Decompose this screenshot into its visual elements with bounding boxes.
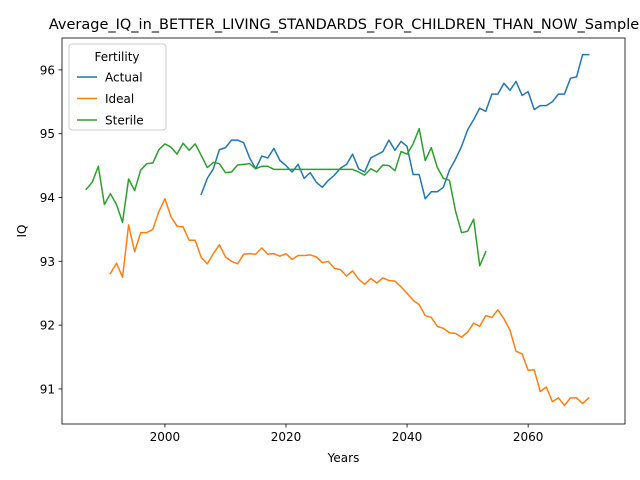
y-tick-label: 91 — [40, 382, 55, 396]
legend-box — [68, 43, 167, 131]
y-axis-ticks: 91 92 93 94 95 96 — [40, 63, 62, 396]
x-axis-label: Years — [327, 451, 360, 465]
series-line-actual — [200, 53, 590, 200]
x-tick-label: 2000 — [150, 430, 181, 444]
y-axis-label: IQ — [15, 225, 29, 238]
x-tick-label: 2020 — [271, 430, 302, 444]
legend: Fertility Actual Ideal Sterile — [68, 43, 167, 131]
plot-frame — [61, 37, 626, 425]
x-tick-label: 2040 — [392, 430, 423, 444]
series-lines — [85, 53, 590, 407]
series-line-sterile — [85, 127, 487, 267]
legend-label-actual: Actual — [105, 71, 143, 85]
chart-title: Average_IQ_in_BETTER_LIVING_STANDARDS_FO… — [49, 17, 639, 33]
y-tick-label: 92 — [40, 319, 55, 333]
y-tick-label: 96 — [40, 63, 55, 77]
legend-label-sterile: Sterile — [105, 114, 144, 128]
y-tick-label: 95 — [40, 127, 55, 141]
legend-title: Fertility — [94, 50, 139, 64]
y-tick-label: 94 — [40, 191, 55, 205]
series-line-ideal — [109, 198, 590, 407]
legend-label-ideal: Ideal — [105, 92, 134, 106]
x-axis-ticks: 2000 2020 2040 2060 — [150, 424, 544, 444]
x-tick-label: 2060 — [513, 430, 544, 444]
y-tick-label: 93 — [40, 255, 55, 269]
